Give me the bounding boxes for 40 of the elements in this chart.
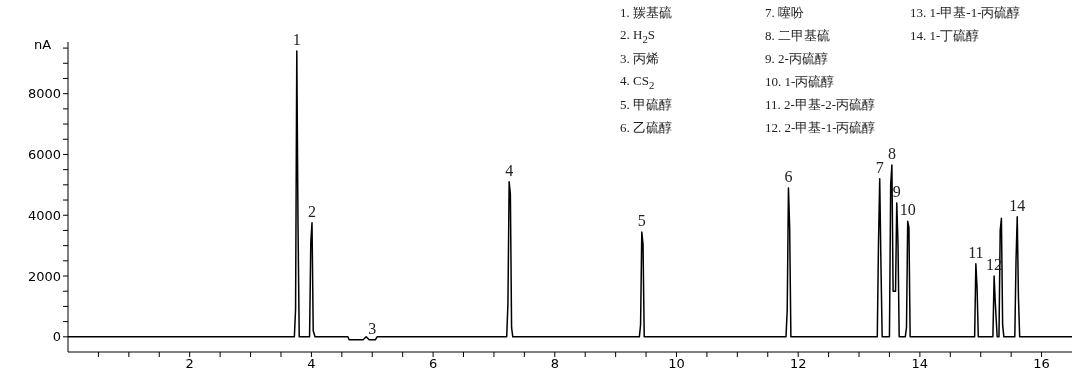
annotation: 10. 1-丙硫醇 xyxy=(765,73,835,91)
annotation: 9 xyxy=(892,183,901,201)
annotation: 8 xyxy=(887,145,896,163)
annotation: 4. CS$_{2}$ xyxy=(620,73,655,91)
text: 7. 噻吩 xyxy=(765,4,804,22)
annotation: 11. 2-甲基-2-丙硫醇 xyxy=(765,96,876,114)
annotation: 10 xyxy=(899,201,916,219)
text: 13. 1-甲基-1-丙硫醇 xyxy=(910,4,1021,22)
annotation: 2 xyxy=(308,202,316,220)
annotation: 1 xyxy=(292,31,301,49)
annotation: 5 xyxy=(637,211,646,229)
x-tick-label: 2 xyxy=(185,356,194,372)
annotation: 2. H$_{2}$S xyxy=(620,27,656,45)
annotation: 11 xyxy=(968,243,984,261)
annotation: 8. 二甲基硫 xyxy=(765,27,830,45)
annotation: 5. 甲硫醇 xyxy=(620,96,672,114)
x-tick-label: 12 xyxy=(789,356,807,372)
annotation: 3. 丙烯 xyxy=(620,50,659,68)
annotation: 12. 2-甲基-1-丙硫醇 xyxy=(765,119,876,137)
y-tick-label: 8000 xyxy=(27,86,61,102)
annotation: 3 xyxy=(368,319,377,337)
x-tick-label: 8 xyxy=(550,356,559,372)
text: 1. 羰基硫 xyxy=(620,4,672,22)
annotation: 14 xyxy=(1009,196,1026,214)
x-tick-label: 10 xyxy=(668,356,685,372)
x-tick-label: 14 xyxy=(911,356,929,372)
x-tick-label: 6 xyxy=(428,356,438,372)
y-tick-label: 2000 xyxy=(27,268,61,284)
y-tick-label: 4000 xyxy=(27,207,61,223)
annotation: 7 xyxy=(875,158,884,176)
y-tick-label: 0 xyxy=(52,329,61,345)
y-tick-label: 6000 xyxy=(27,147,61,163)
x-tick-label: 16 xyxy=(1033,356,1050,372)
annotation: 4 xyxy=(505,161,514,179)
x-tick-label: 4 xyxy=(307,356,316,372)
y-axis-title: nA xyxy=(34,37,52,52)
annotation: 14. 1-丁硫醇 xyxy=(910,27,980,45)
annotation: 6. 乙硫醇 xyxy=(620,119,672,137)
annotation: 9. 2-丙硫醇 xyxy=(765,50,828,68)
annotation: 6 xyxy=(784,167,793,185)
